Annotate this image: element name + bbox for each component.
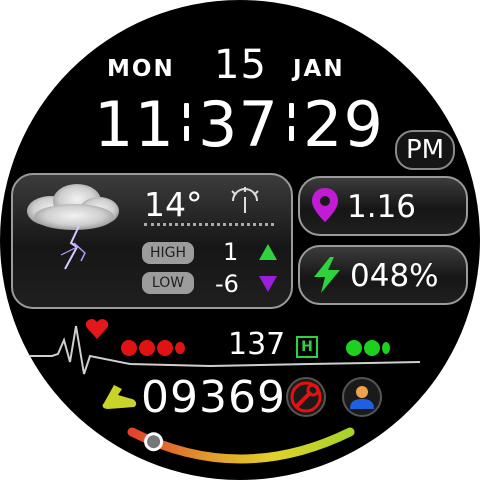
zone-dot — [175, 342, 185, 354]
hour-digits: 11 — [94, 88, 175, 161]
shoe-icon — [102, 385, 137, 409]
low-arrow-icon — [259, 276, 277, 292]
heart-icon — [86, 319, 108, 339]
time-separator-top-2 — [289, 103, 294, 118]
minute-digits: 37 — [198, 88, 279, 161]
month-label: JAN — [293, 56, 345, 82]
steps-progress-knob — [144, 432, 164, 452]
second-digits: 29 — [303, 88, 384, 161]
heart-zone-dots-green — [346, 340, 390, 356]
high-label: HIGH — [142, 242, 194, 264]
thunderstorm-icon — [27, 184, 119, 270]
zone-dot — [382, 342, 390, 354]
time-separator-bottom — [184, 126, 189, 141]
weekday-label: MON — [107, 56, 175, 82]
zone-dot — [139, 340, 155, 356]
day-label: 15 — [214, 42, 267, 88]
ecg-line — [30, 325, 421, 375]
low-label: LOW — [142, 272, 194, 294]
heart-zone-badge: H — [296, 336, 318, 358]
temperature-value: 14° — [144, 185, 203, 224]
heart-zone-dots-red — [121, 340, 185, 356]
battery-bolt-icon — [314, 257, 340, 293]
zone-dot — [346, 340, 362, 356]
weather-panel[interactable]: 14° HIGH 1 LOW -6 — [11, 173, 293, 309]
settings-icon[interactable] — [285, 376, 327, 418]
profile-icon[interactable] — [341, 376, 383, 418]
distance-panel[interactable]: 1.16 — [298, 176, 468, 236]
time-separator-bottom-2 — [289, 126, 294, 141]
high-arrow-icon — [259, 244, 277, 260]
battery-value: 048% — [350, 258, 439, 294]
heart-rate-value: 137 — [226, 327, 288, 362]
distance-value: 1.16 — [347, 189, 417, 225]
ampm-badge: PM — [395, 130, 455, 170]
time-separator-top — [184, 103, 189, 118]
zone-dot — [121, 340, 137, 356]
high-value: 1 — [223, 238, 239, 266]
sun-cloud-icon — [231, 187, 259, 213]
low-value: -6 — [215, 270, 239, 298]
zone-dot — [157, 340, 173, 356]
battery-panel[interactable]: 048% — [298, 245, 468, 305]
steps-value: 09369 — [141, 372, 286, 423]
temperature-divider — [144, 223, 274, 229]
zone-dot — [364, 340, 380, 356]
location-pin-icon — [312, 188, 338, 222]
